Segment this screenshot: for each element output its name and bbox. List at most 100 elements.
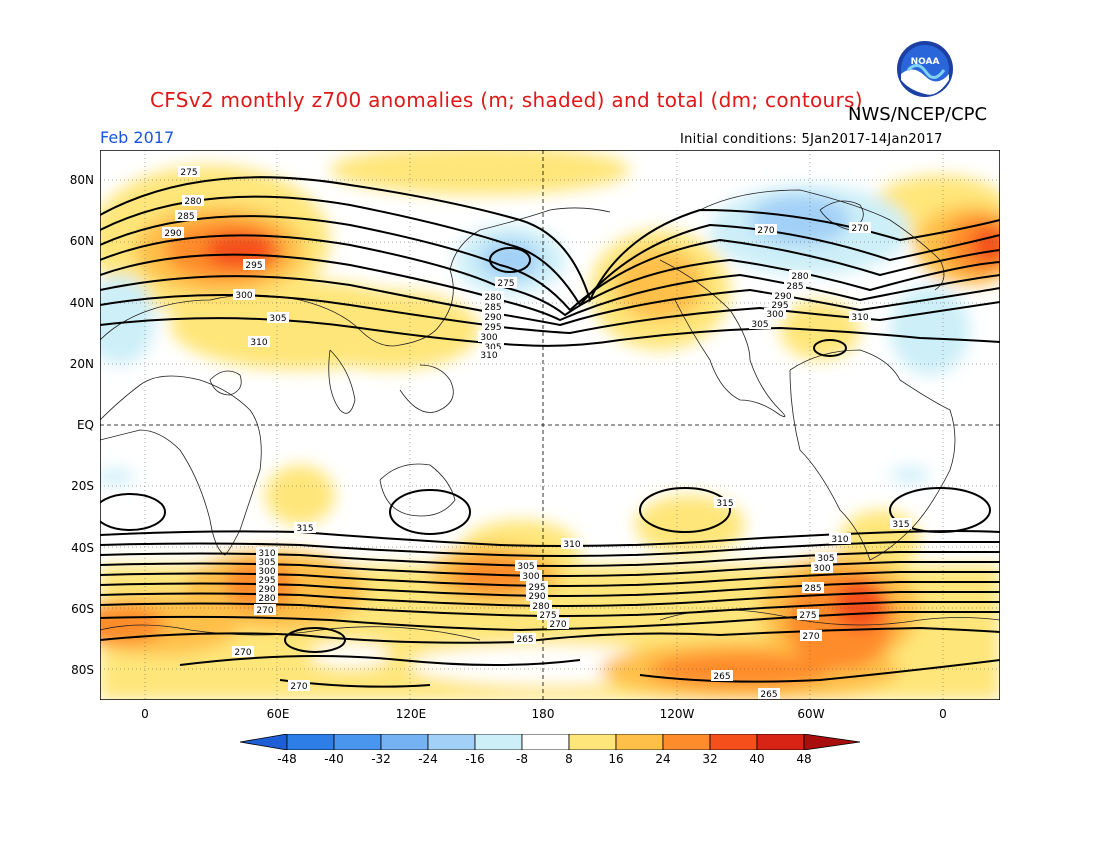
svg-text:300: 300 [522, 572, 539, 582]
svg-text:305: 305 [817, 554, 834, 564]
lat-label: 40N [69, 296, 94, 310]
svg-text:280: 280 [791, 272, 808, 282]
agency-label: NWS/NCEP/CPC [848, 104, 988, 125]
svg-text:310: 310 [480, 351, 497, 361]
colorbar-label: -16 [465, 752, 485, 766]
svg-text:305: 305 [258, 558, 275, 568]
colorbar [240, 734, 860, 750]
lon-label: 60W [797, 707, 825, 721]
lat-label: 20N [69, 357, 94, 371]
svg-text:275: 275 [180, 168, 197, 178]
colorbar-swatch [474, 734, 523, 750]
svg-text:290: 290 [164, 229, 181, 239]
svg-text:295: 295 [258, 576, 275, 586]
lat-label: EQ [76, 418, 94, 432]
svg-text:310: 310 [831, 535, 848, 545]
lon-label: 120E [395, 707, 427, 721]
anomaly-map: 275 280 285 290 295 300 305 310 275 280 … [100, 150, 1000, 700]
svg-text:310: 310 [563, 540, 580, 550]
lon-label: 120W [659, 707, 695, 721]
svg-text:300: 300 [480, 333, 497, 343]
svg-text:295: 295 [484, 323, 501, 333]
svg-text:315: 315 [716, 499, 733, 509]
svg-text:310: 310 [250, 338, 267, 348]
svg-text:310: 310 [258, 549, 275, 559]
svg-text:285: 285 [177, 212, 194, 222]
colorbar-label: -24 [418, 752, 438, 766]
svg-text:280: 280 [532, 602, 549, 612]
svg-text:300: 300 [766, 310, 783, 320]
lat-label: 60N [69, 234, 94, 248]
svg-text:305: 305 [484, 343, 501, 353]
svg-text:280: 280 [484, 293, 501, 303]
svg-text:280: 280 [184, 197, 201, 207]
colorbar-label: 48 [796, 752, 812, 766]
svg-text:275: 275 [497, 279, 514, 289]
svg-text:265: 265 [516, 635, 533, 645]
lon-label: 60E [266, 707, 290, 721]
colorbar-label: -40 [324, 752, 344, 766]
colorbar-label: 24 [655, 752, 671, 766]
svg-text:265: 265 [760, 690, 777, 700]
svg-text:285: 285 [786, 282, 803, 292]
svg-text:270: 270 [549, 620, 566, 630]
colorbar-swatch [333, 734, 382, 750]
svg-text:310: 310 [851, 313, 868, 323]
colorbar-swatch [662, 734, 711, 750]
svg-text:315: 315 [296, 524, 313, 534]
colorbar-swatch [521, 734, 570, 750]
svg-text:290: 290 [774, 292, 791, 302]
svg-text:275: 275 [799, 611, 816, 621]
colorbar-swatch [286, 734, 335, 750]
colorbar-label: 32 [702, 752, 718, 766]
svg-text:295: 295 [771, 301, 788, 311]
colorbar-swatch [709, 734, 758, 750]
colorbar-left-arrow [240, 734, 288, 750]
colorbar-swatch [427, 734, 476, 750]
svg-text:280: 280 [258, 594, 275, 604]
svg-text:305: 305 [751, 320, 768, 330]
svg-text:285: 285 [484, 303, 501, 313]
svg-text:300: 300 [258, 567, 275, 577]
svg-text:270: 270 [234, 648, 251, 658]
svg-text:305: 305 [517, 562, 534, 572]
lat-label: 80N [69, 173, 94, 187]
svg-text:290: 290 [484, 313, 501, 323]
lat-label: 20S [71, 479, 94, 493]
colorbar-swatch [615, 734, 664, 750]
svg-text:270: 270 [851, 224, 868, 234]
svg-text:290: 290 [258, 585, 275, 595]
colorbar-swatch [568, 734, 617, 750]
lat-label: 40S [71, 541, 94, 555]
lon-label: 0 [939, 707, 947, 721]
forecast-month: Feb 2017 [100, 128, 175, 147]
svg-text:295: 295 [528, 583, 545, 593]
colorbar-swatch [380, 734, 429, 750]
svg-text:270: 270 [757, 226, 774, 236]
colorbar-label: -8 [516, 752, 528, 766]
svg-text:315: 315 [892, 520, 909, 530]
colorbar-label: -32 [371, 752, 391, 766]
svg-text:285: 285 [804, 584, 821, 594]
lon-label: 180 [531, 707, 555, 721]
svg-text:300: 300 [813, 564, 830, 574]
svg-text:NOAA: NOAA [911, 57, 940, 67]
colorbar-label: 16 [608, 752, 624, 766]
svg-text:265: 265 [713, 672, 730, 682]
svg-text:295: 295 [245, 261, 262, 271]
lat-label: 60S [71, 602, 94, 616]
svg-text:305: 305 [269, 314, 286, 324]
svg-text:300: 300 [235, 291, 252, 301]
colorbar-label: 40 [749, 752, 765, 766]
svg-text:270: 270 [290, 682, 307, 692]
colorbar-right-arrow [803, 734, 860, 750]
lon-label: 0 [141, 707, 149, 721]
chart-title: CFSv2 monthly z700 anomalies (m; shaded)… [150, 88, 863, 112]
colorbar-label: 8 [565, 752, 573, 766]
noaa-logo-icon: NOAA [897, 41, 953, 97]
colorbar-swatch [756, 734, 805, 750]
initial-conditions: Initial conditions: 5Jan2017-14Jan2017 [680, 132, 943, 147]
svg-text:290: 290 [528, 592, 545, 602]
lat-label: 80S [71, 663, 94, 677]
svg-text:270: 270 [802, 632, 819, 642]
